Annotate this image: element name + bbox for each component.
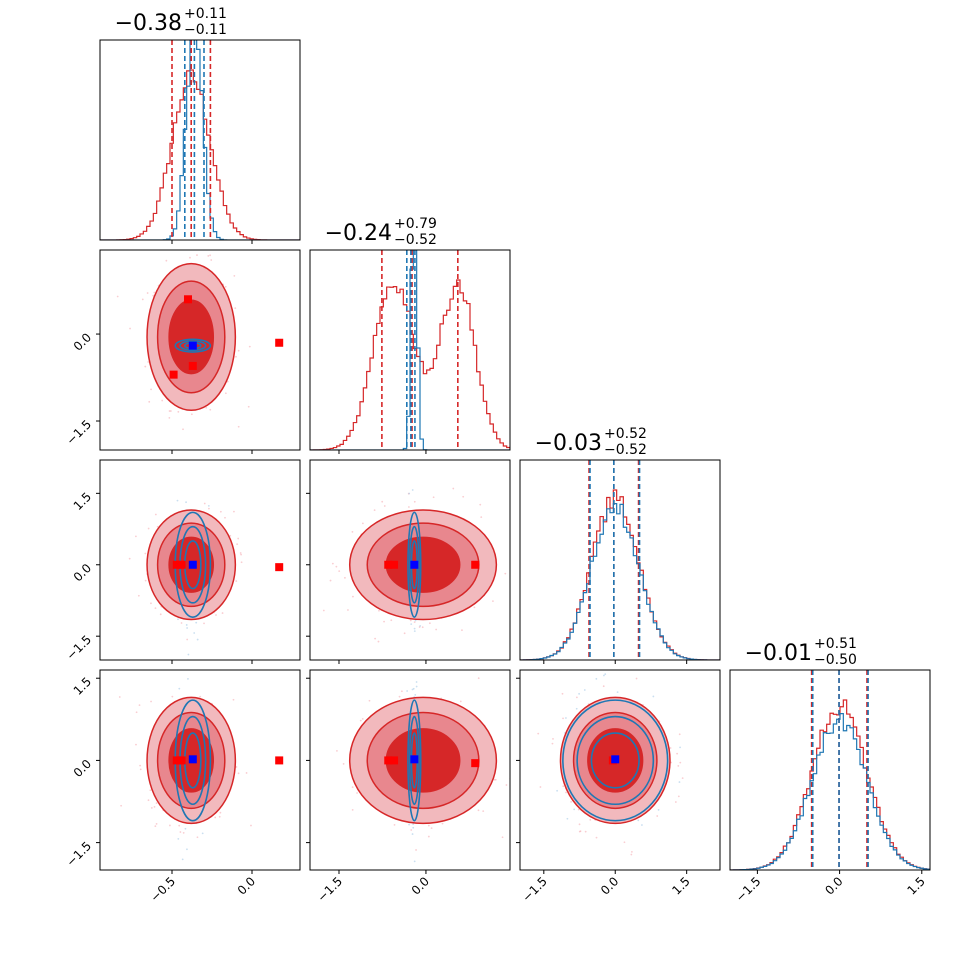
title-minus-3: −0.50 bbox=[814, 652, 857, 668]
red-marker-1 bbox=[188, 361, 197, 370]
blue-marker-2 bbox=[188, 755, 197, 764]
histogram-panel-2 bbox=[520, 460, 720, 660]
title-minus-1: −0.52 bbox=[394, 232, 437, 248]
red-marker-10 bbox=[384, 560, 393, 569]
histogram-blue-1 bbox=[310, 250, 510, 450]
x-tick-label-0-0: −0.5 bbox=[148, 874, 179, 905]
blue-contour-3-2-2 bbox=[590, 732, 640, 789]
y-tick-label-1-1: 0.0 bbox=[71, 330, 94, 353]
blue-contour-3-1-0 bbox=[407, 699, 422, 822]
scatter-panel-1-0 bbox=[116, 250, 251, 431]
x-tick-label-1-0: −1.5 bbox=[315, 874, 346, 905]
blue-contour-3-2-1 bbox=[576, 715, 655, 806]
title-median-3: −0.01 bbox=[745, 641, 812, 666]
title-median-2: −0.03 bbox=[535, 431, 602, 456]
red-marker-13 bbox=[384, 756, 393, 765]
x-tick-label-2-0: −1.5 bbox=[519, 874, 550, 905]
scatter-panel-3-0 bbox=[118, 677, 252, 861]
red-marker-2 bbox=[169, 370, 178, 379]
scatter-panel-3-2 bbox=[537, 673, 684, 856]
title-median-1: −0.24 bbox=[325, 221, 392, 246]
histogram-panel-3 bbox=[730, 670, 930, 870]
red-marker-7 bbox=[172, 756, 181, 765]
scatter-panel-2-1 bbox=[322, 487, 507, 643]
blue-marker-5 bbox=[611, 755, 620, 764]
x-tick-label-3-0: −1.5 bbox=[733, 874, 764, 905]
blue-marker-4 bbox=[410, 755, 419, 764]
y-tick-label-2-1: 0.0 bbox=[71, 561, 94, 584]
x-tick-label-2-2: 1.5 bbox=[669, 874, 692, 897]
red-marker-8 bbox=[177, 756, 186, 765]
blue-contour-3-2-0 bbox=[562, 699, 669, 822]
red-marker-3 bbox=[275, 338, 284, 347]
y-tick-label-2-0: −1.5 bbox=[64, 632, 95, 663]
x-tick-label-2-1: 0.0 bbox=[598, 874, 621, 897]
x-tick-label-0-1: 0.0 bbox=[235, 874, 258, 897]
red-marker-9 bbox=[275, 756, 284, 765]
blue-contour-2-1-1 bbox=[408, 525, 420, 604]
y-tick-label-2-2: 1.5 bbox=[71, 490, 94, 513]
histogram-blue-3 bbox=[730, 713, 930, 870]
title-median-0: −0.38 bbox=[115, 11, 182, 36]
blue-marker-0 bbox=[188, 341, 197, 350]
blue-contour-3-1-1 bbox=[408, 715, 420, 806]
histogram-blue-2 bbox=[520, 503, 720, 660]
title-plus-0: +0.11 bbox=[184, 6, 227, 22]
scatter-panel-2-0 bbox=[128, 499, 243, 656]
red-marker-5 bbox=[177, 560, 186, 569]
y-tick-label-3-0: −1.5 bbox=[64, 839, 95, 870]
red-marker-14 bbox=[390, 756, 399, 765]
blue-marker-1 bbox=[188, 560, 197, 569]
title-minus-2: −0.52 bbox=[604, 442, 647, 458]
scatter-panel-3-1 bbox=[336, 677, 510, 863]
histogram-panel-1 bbox=[310, 250, 510, 450]
red-marker-0 bbox=[184, 295, 192, 304]
x-tick-label-3-1: 0.0 bbox=[822, 874, 845, 897]
y-tick-label-3-2: 1.5 bbox=[71, 674, 94, 697]
red-marker-15 bbox=[471, 759, 480, 768]
title-plus-1: +0.79 bbox=[394, 216, 437, 232]
y-tick-label-3-1: 0.0 bbox=[71, 757, 94, 780]
red-marker-6 bbox=[275, 563, 284, 572]
red-marker-4 bbox=[172, 560, 181, 569]
blue-marker-3 bbox=[410, 560, 419, 569]
blue-contour-2-1-0 bbox=[407, 511, 422, 618]
y-tick-label-1-0: −1.5 bbox=[64, 417, 95, 448]
title-plus-2: +0.52 bbox=[604, 426, 647, 442]
x-tick-label-1-1: 0.0 bbox=[409, 874, 432, 897]
blue-contour-1-0-1 bbox=[179, 340, 207, 352]
histogram-red-0 bbox=[100, 69, 300, 240]
x-tick-label-3-2: 1.5 bbox=[905, 874, 928, 897]
blue-contour-1-0-0 bbox=[174, 338, 212, 353]
red-marker-11 bbox=[390, 560, 399, 569]
red-marker-12 bbox=[471, 560, 480, 569]
histogram-panel-0 bbox=[100, 40, 300, 240]
title-plus-3: +0.51 bbox=[814, 636, 857, 652]
histogram-red-3 bbox=[730, 699, 930, 870]
title-minus-0: −0.11 bbox=[184, 22, 227, 38]
histogram-red-2 bbox=[520, 489, 720, 660]
histogram-blue-0 bbox=[100, 40, 300, 240]
